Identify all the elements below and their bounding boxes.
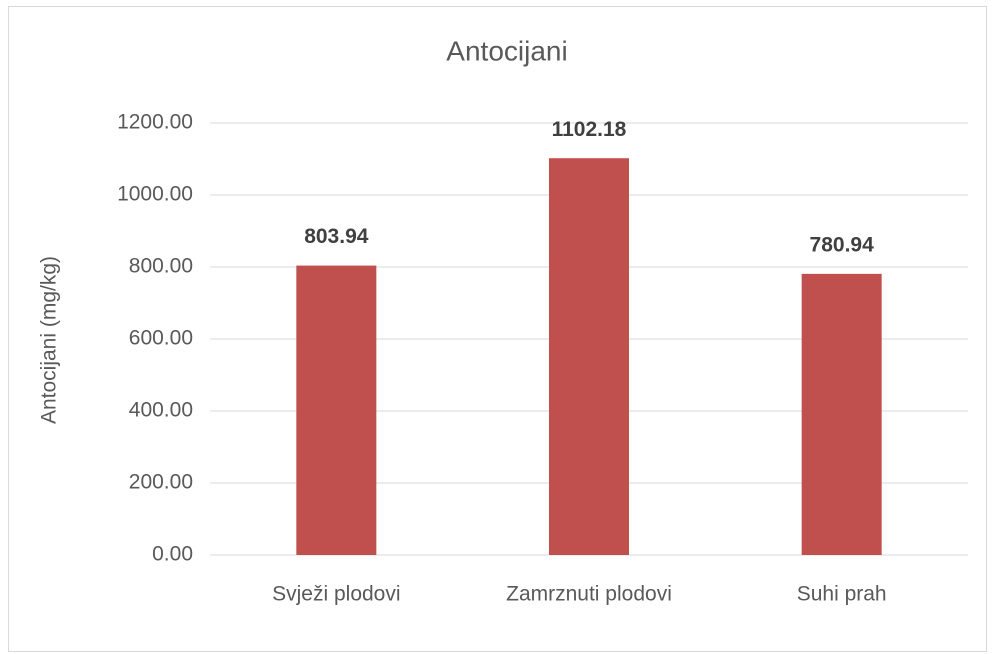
x-tick-label: Suhi prah <box>797 583 887 606</box>
x-tick-label: Svježi plodovi <box>272 583 400 606</box>
bar <box>801 273 882 555</box>
bar <box>296 265 377 555</box>
bar <box>549 158 629 555</box>
data-label: 803.94 <box>304 225 369 248</box>
y-tick-label: 1200.00 <box>117 111 193 134</box>
y-tick-label: 0.00 <box>152 543 193 566</box>
y-tick-label: 1000.00 <box>117 183 193 206</box>
data-label: 1102.18 <box>552 118 627 141</box>
x-tick-label: Zamrznuti plodovi <box>506 583 672 606</box>
y-tick-label: 200.00 <box>129 471 193 494</box>
chart-title: Antocijani <box>446 35 567 66</box>
y-tick-label: 600.00 <box>129 327 193 350</box>
y-tick-label: 400.00 <box>129 399 193 422</box>
data-label: 780.94 <box>810 233 875 256</box>
y-tick-label: 800.00 <box>129 255 193 278</box>
y-axis-label: Antocijani (mg/kg) <box>38 256 61 424</box>
